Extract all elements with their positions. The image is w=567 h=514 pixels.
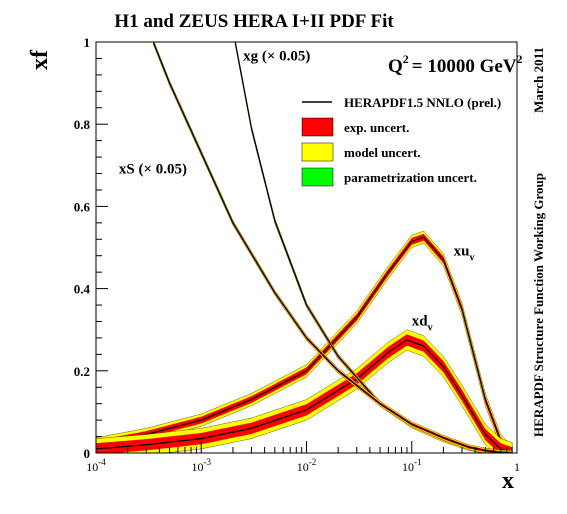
x-tick-label: 1 bbox=[514, 460, 520, 474]
scale-annotation: Q2 = 10000 GeV2 bbox=[388, 52, 523, 77]
central-curve bbox=[96, 236, 513, 453]
chart-title: H1 and ZEUS HERA I+II PDF Fit bbox=[114, 11, 394, 32]
series-label-text: xS (× 0.05) bbox=[119, 162, 187, 178]
y-tick-label: 0.6 bbox=[74, 199, 91, 214]
series-0 bbox=[96, 230, 513, 453]
legend-label: model uncert. bbox=[344, 145, 421, 160]
x-tick-label: 10-4 bbox=[86, 457, 106, 474]
scale-q-exponent: 2 bbox=[403, 52, 409, 66]
legend-box-swatch bbox=[301, 142, 334, 162]
x-tick-base: 10 bbox=[192, 460, 204, 474]
series-label-text: xd bbox=[412, 314, 429, 330]
central-curve bbox=[96, 339, 513, 453]
y-tick-label: 0.2 bbox=[74, 364, 90, 379]
y-axis-label: xf bbox=[27, 49, 53, 70]
series-label-text: xu bbox=[454, 244, 470, 260]
legend-box-swatch bbox=[301, 167, 334, 187]
series-1 bbox=[96, 329, 513, 453]
scale-q-symbol: Q bbox=[388, 56, 403, 77]
model-uncert-band bbox=[234, 42, 513, 453]
y-tick-label: 0.4 bbox=[74, 282, 91, 297]
x-tick-exp: -2 bbox=[309, 457, 317, 467]
x-tick-base: 10 bbox=[402, 460, 414, 474]
x-tick-exp: -4 bbox=[98, 457, 106, 467]
y-tick-label: 0.8 bbox=[74, 117, 91, 132]
x-tick-base: 1 bbox=[514, 460, 520, 474]
y-tick-label: 0 bbox=[84, 446, 91, 461]
legend-label: exp. uncert. bbox=[344, 120, 409, 135]
series-label: xg (× 0.05) bbox=[243, 48, 310, 64]
scale-q-value: = 10000 GeV bbox=[412, 56, 517, 77]
series-label-text: xg (× 0.05) bbox=[243, 48, 310, 64]
series-label: xuv bbox=[454, 244, 475, 264]
series-label-sub: v bbox=[428, 323, 433, 334]
y-tick-label: 1 bbox=[84, 35, 91, 50]
side-label-date: March 2011 bbox=[531, 47, 546, 113]
model-uncert-band bbox=[96, 230, 513, 453]
legend-label: HERAPDF1.5 NNLO (prel.) bbox=[344, 95, 501, 110]
x-tick-base: 10 bbox=[86, 460, 98, 474]
legend: HERAPDF1.5 NNLO (prel.) exp. uncert. model… bbox=[301, 95, 501, 187]
legend-label: parametrization uncert. bbox=[344, 170, 477, 185]
series-label: xS (× 0.05) bbox=[119, 162, 187, 178]
x-tick-label: 10-3 bbox=[192, 457, 212, 474]
central-curve bbox=[152, 42, 513, 453]
scale-gev-exponent: 2 bbox=[517, 52, 523, 66]
model-uncert-band bbox=[96, 329, 513, 453]
x-tick-exp: -3 bbox=[204, 457, 212, 467]
series-3 bbox=[152, 42, 513, 453]
legend-box-swatch bbox=[301, 117, 334, 137]
x-tick-base: 10 bbox=[297, 460, 309, 474]
series-label-sub: v bbox=[469, 253, 474, 264]
plot-curves bbox=[96, 42, 513, 453]
x-tick-label: 10-1 bbox=[402, 457, 422, 474]
x-tick-label: 10-2 bbox=[297, 457, 317, 474]
side-label-group: HERAPDF Structure Function Working Group bbox=[531, 173, 546, 437]
x-axis-label: x bbox=[502, 468, 514, 494]
exp-uncert-band bbox=[96, 334, 513, 453]
model-uncert-band bbox=[153, 42, 513, 453]
series-label: xdv bbox=[412, 314, 433, 334]
x-tick-exp: -1 bbox=[414, 457, 422, 467]
